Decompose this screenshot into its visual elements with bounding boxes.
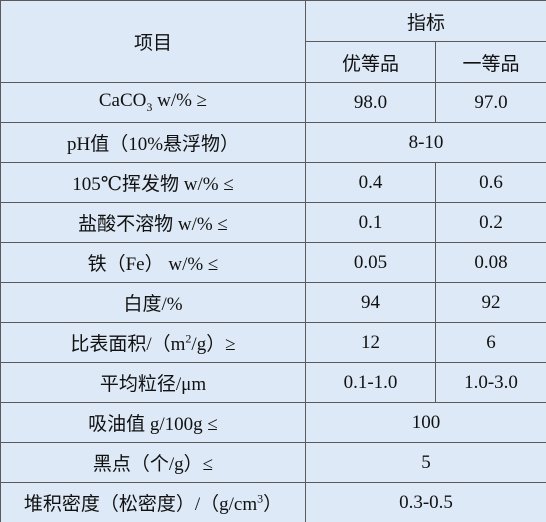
- value-cell: 0.1-1.0: [305, 362, 436, 403]
- row: 105℃挥发物 w/% ≤ 0.4 0.6: [0, 162, 546, 203]
- row: 盐酸不溶物 w/% ≤ 0.1 0.2: [0, 202, 546, 243]
- header-cell: 优等品: [305, 41, 436, 83]
- label-cell: 105℃挥发物 w/% ≤: [0, 162, 306, 203]
- value-cell: 94: [305, 282, 436, 323]
- header-cell: 项目: [0, 0, 306, 83]
- label-text: CaCO: [98, 90, 147, 112]
- row: 堆积密度（松密度）/（g/cm3） 0.3-0.5: [0, 482, 546, 522]
- value-cell: 98.0: [305, 82, 436, 123]
- row: 黑点（个/g）≤ 5: [0, 442, 546, 483]
- row: 白度/% 94 92: [0, 282, 546, 323]
- label-cell: 吸油值 g/100g ≤: [0, 402, 306, 443]
- row: 平均粒径/μm 0.1-1.0 1.0-3.0: [0, 362, 546, 403]
- row: 比表面积/（m2/g）≥ 12 6: [0, 322, 546, 363]
- label-text: w/% ≥: [152, 90, 208, 112]
- value-cell: 0.05: [305, 242, 436, 283]
- value-cell: 0.1: [305, 202, 436, 243]
- value-cell: 6: [434, 322, 546, 363]
- value-cell: 12: [305, 322, 436, 363]
- label-cell: pH值（10%悬浮物）: [0, 122, 306, 163]
- label-cell: CaCO3 w/% ≥: [0, 82, 306, 123]
- row: pH值（10%悬浮物） 8-10: [0, 122, 546, 163]
- label-text: 比表面积/（m: [70, 334, 186, 355]
- label-superscript: 3: [257, 491, 264, 506]
- value-cell: 0.08: [434, 242, 546, 283]
- label-text: /g）≥: [191, 334, 236, 355]
- header-row: 项目 指标: [0, 0, 546, 83]
- label-cell: 比表面积/（m2/g）≥: [0, 322, 306, 363]
- header-row: 优等品 一等品: [1, 41, 546, 83]
- label-subscript: 3: [146, 99, 153, 114]
- value-cell: 1.0-3.0: [434, 362, 546, 403]
- label-cell: 白度/%: [0, 282, 306, 323]
- label-cell: 铁（Fe） w/% ≤: [0, 242, 306, 283]
- value-cell: 8-10: [304, 122, 546, 163]
- value-cell: 0.3-0.5: [304, 482, 546, 522]
- label-cell: 黑点（个/g）≤: [0, 442, 306, 483]
- label-superscript: 2: [185, 331, 192, 346]
- header-cell: 指标: [304, 0, 546, 42]
- value-cell: 0.2: [434, 202, 546, 243]
- label-cell: 堆积密度（松密度）/（g/cm3）: [0, 482, 306, 522]
- row: CaCO3 w/% ≥ 98.0 97.0: [0, 82, 546, 123]
- header-cell: 一等品: [434, 41, 546, 83]
- row: 吸油值 g/100g ≤ 100: [0, 402, 546, 443]
- label-cell: 盐酸不溶物 w/% ≤: [0, 202, 306, 243]
- label-text: 堆积密度（松密度）/（g/cm: [23, 494, 258, 515]
- value-cell: 0.4: [305, 162, 436, 203]
- value-cell: 100: [304, 402, 546, 443]
- value-cell: 92: [434, 282, 546, 323]
- label-text: ）: [263, 494, 283, 515]
- label-cell: 平均粒径/μm: [0, 362, 306, 403]
- row: 铁（Fe） w/% ≤ 0.05 0.08: [0, 242, 546, 283]
- value-cell: 97.0: [434, 82, 546, 123]
- value-cell: 5: [304, 442, 546, 483]
- value-cell: 0.6: [434, 162, 546, 203]
